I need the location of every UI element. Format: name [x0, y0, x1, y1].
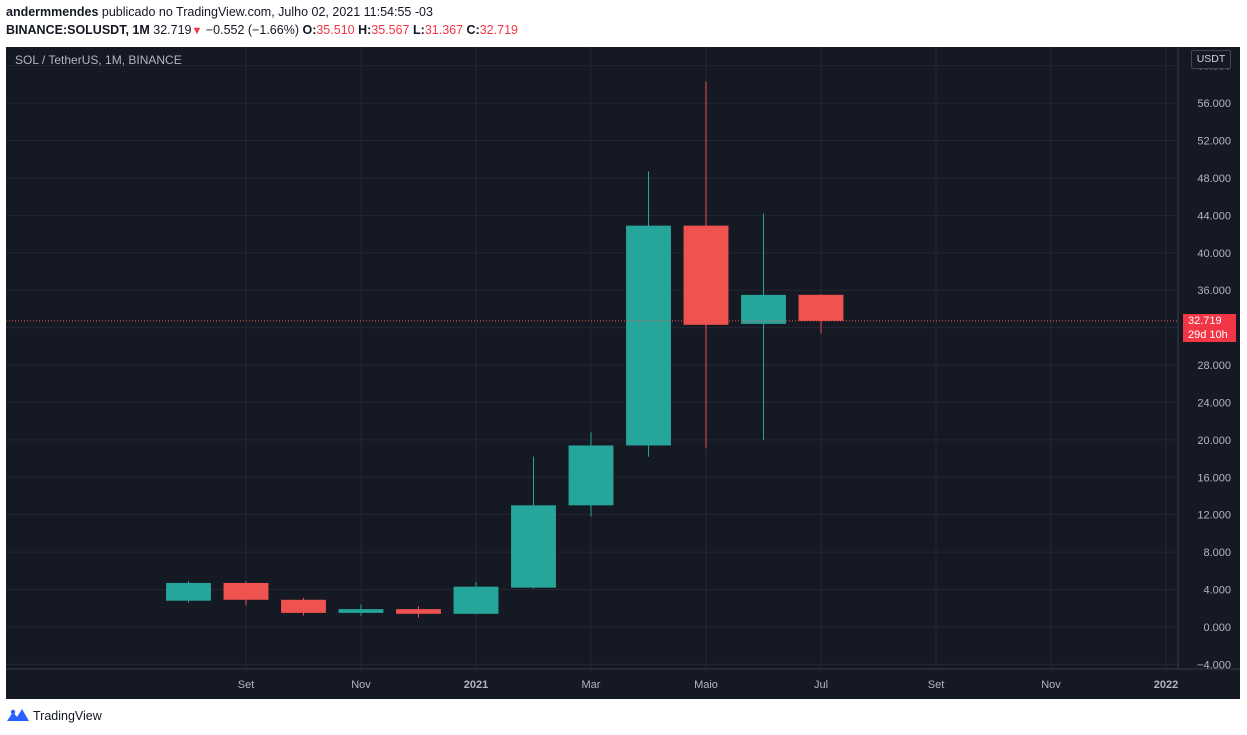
low-label: L:	[413, 23, 425, 37]
x-tick-label: 2022	[1154, 679, 1178, 691]
y-tick-label: 48.000	[1197, 173, 1231, 185]
y-tick-label: 28.000	[1197, 360, 1231, 372]
last-price-tag: 32.719	[1183, 313, 1236, 328]
close-label: C:	[466, 23, 480, 37]
close-value: 32.719	[479, 23, 518, 37]
x-tick-label: Mar	[582, 679, 601, 691]
y-tick-label: 4.000	[1203, 584, 1231, 596]
y-tick-label: 0.000	[1203, 622, 1231, 634]
change-value: −0.552 (−1.66%)	[205, 23, 299, 37]
axes: −4.000 0.000 4.000 8.000 12.000 16.000 20.000 2…	[6, 47, 1240, 691]
y-tick-label: −4.000	[1197, 659, 1231, 671]
y-tick-label: 8.000	[1203, 547, 1231, 559]
candle-body	[683, 225, 729, 325]
x-tick-label: Nov	[1041, 679, 1061, 691]
ticker-label: BINANCE:SOLUSDT, 1M	[6, 23, 150, 37]
y-tick-label: 52.000	[1197, 136, 1231, 148]
y-tick-label: 40.000	[1197, 248, 1231, 260]
candlestick-chart[interactable]: −4.000 0.000 4.000 8.000 12.000 16.000 20.000 2…	[6, 47, 1240, 699]
brand-name: TradingView	[33, 709, 102, 723]
y-tick-label: 16.000	[1197, 472, 1231, 484]
candle-body	[396, 609, 441, 614]
candle-body	[511, 505, 556, 588]
high-label: H:	[358, 23, 372, 37]
candle-body	[568, 445, 614, 506]
y-tick-label: 12.000	[1197, 510, 1231, 522]
last-price: 32.719	[153, 23, 192, 37]
candle-body	[338, 609, 384, 613]
down-arrow-icon: ▼	[191, 25, 203, 37]
countdown-tag: 29d 10h	[1183, 327, 1236, 342]
x-tick-label: Set	[238, 679, 255, 691]
candle-body	[166, 582, 211, 601]
y-tick-label: 20.000	[1197, 435, 1231, 447]
low-value: 31.367	[424, 23, 464, 37]
ohlc-legend: BINANCE:SOLUSDT, 1M 32.719▼ −0.552 (−1.6…	[6, 23, 518, 37]
candle-body	[626, 225, 671, 446]
symbol-label: SOL / TetherUS, 1M, BINANCE	[15, 53, 182, 67]
x-tick-label: Set	[928, 679, 945, 691]
x-tick-label: Jul	[814, 679, 828, 691]
currency-button[interactable]: USDT	[1191, 50, 1231, 69]
x-tick-label: Nov	[351, 679, 371, 691]
high-value: 35.567	[371, 23, 410, 37]
chart-area[interactable]: −4.000 0.000 4.000 8.000 12.000 16.000 20.000 2…	[6, 47, 1240, 699]
candles	[6, 81, 1178, 618]
chart-header: andermmendes publicado no TradingView.co…	[6, 2, 1246, 46]
y-tick-label: 56.000	[1197, 98, 1231, 110]
x-tick-label: 2021	[464, 679, 488, 691]
grid	[6, 47, 1178, 669]
candle-body	[798, 294, 844, 321]
y-tick-label: 24.000	[1197, 397, 1231, 409]
candle-body	[741, 294, 786, 324]
open-label: O:	[302, 23, 317, 37]
tradingview-logo-icon	[7, 709, 29, 721]
author-name: andermmendes	[6, 5, 99, 19]
candle-body	[453, 586, 499, 614]
publish-info: andermmendes publicado no TradingView.co…	[6, 5, 433, 19]
published-text: publicado no TradingView.com, Julho 02, …	[101, 5, 433, 19]
candle-body	[223, 582, 269, 600]
y-tick-label: 44.000	[1197, 210, 1231, 222]
open-value: 35.510	[316, 23, 355, 37]
y-tick-label: 36.000	[1197, 285, 1231, 297]
x-tick-label: Maio	[694, 679, 718, 691]
candle-body	[281, 599, 326, 613]
